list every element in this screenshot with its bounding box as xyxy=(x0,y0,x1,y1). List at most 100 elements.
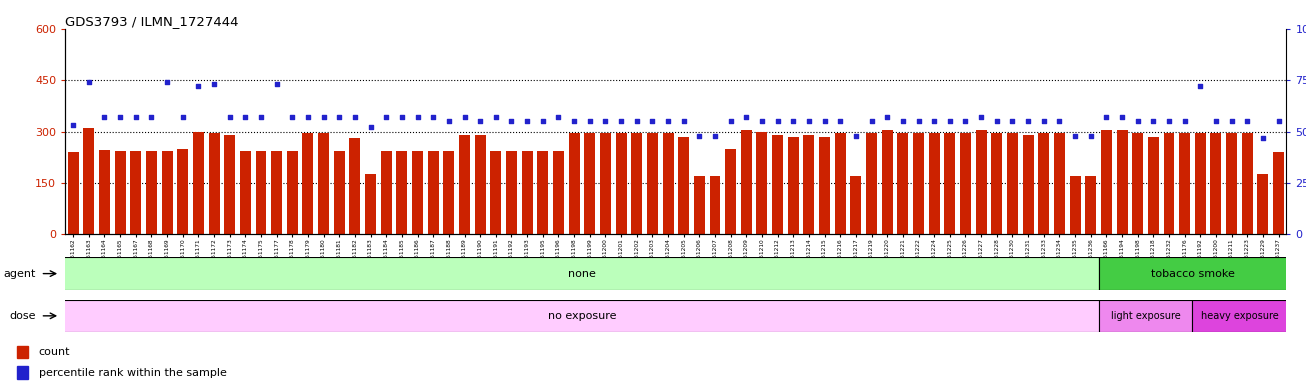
Point xyxy=(829,118,850,124)
Text: count: count xyxy=(39,347,71,357)
Point xyxy=(313,114,334,120)
Bar xyxy=(115,151,125,234)
Point xyxy=(235,114,256,120)
Point xyxy=(251,114,272,120)
Point xyxy=(798,118,819,124)
Point xyxy=(596,118,616,124)
Point xyxy=(1033,118,1054,124)
Text: agent: agent xyxy=(4,268,37,279)
Bar xyxy=(1070,176,1080,234)
Bar xyxy=(146,151,157,234)
Point xyxy=(1002,118,1023,124)
Bar xyxy=(490,151,502,234)
Bar xyxy=(65,257,1098,290)
Point xyxy=(782,118,803,124)
Bar xyxy=(584,133,596,234)
Bar xyxy=(1164,133,1174,234)
Bar xyxy=(646,133,658,234)
Point xyxy=(1096,114,1117,120)
Bar xyxy=(505,151,517,234)
Point xyxy=(172,114,193,120)
Bar xyxy=(552,151,564,234)
Point xyxy=(627,118,648,124)
Bar xyxy=(474,135,486,234)
Bar xyxy=(319,133,329,234)
Point xyxy=(533,118,554,124)
Bar xyxy=(162,151,172,234)
Bar xyxy=(240,151,251,234)
Bar xyxy=(835,133,846,234)
Point xyxy=(517,118,538,124)
Bar xyxy=(397,151,407,234)
Point xyxy=(861,118,882,124)
Bar xyxy=(1132,133,1143,234)
Point xyxy=(219,114,240,120)
Point xyxy=(329,114,350,120)
Bar xyxy=(272,151,282,234)
Bar xyxy=(193,131,204,234)
Bar xyxy=(1023,135,1033,234)
Text: percentile rank within the sample: percentile rank within the sample xyxy=(39,367,226,377)
Text: light exposure: light exposure xyxy=(1110,311,1181,321)
Point xyxy=(955,118,976,124)
Point xyxy=(94,114,115,120)
Bar xyxy=(381,151,392,234)
Bar xyxy=(1098,300,1192,332)
Bar xyxy=(819,137,831,234)
Bar xyxy=(741,130,752,234)
Point xyxy=(486,114,507,120)
Point xyxy=(580,118,601,124)
Bar xyxy=(366,174,376,234)
Bar xyxy=(803,135,815,234)
Bar xyxy=(866,133,878,234)
Bar xyxy=(178,149,188,234)
Point xyxy=(1268,118,1289,124)
Point xyxy=(454,114,475,120)
Bar xyxy=(1101,130,1111,234)
Bar xyxy=(303,133,313,234)
Point xyxy=(298,114,319,120)
Point xyxy=(502,118,522,124)
Text: heavy exposure: heavy exposure xyxy=(1200,311,1279,321)
Bar xyxy=(929,133,939,234)
Bar xyxy=(1211,133,1221,234)
Point xyxy=(751,118,772,124)
Point xyxy=(1143,118,1164,124)
Point xyxy=(266,81,287,87)
Point xyxy=(1237,118,1258,124)
Bar xyxy=(788,137,799,234)
Point xyxy=(986,118,1007,124)
Point xyxy=(157,79,178,85)
Bar xyxy=(1148,137,1158,234)
Bar xyxy=(631,133,643,234)
Point xyxy=(564,118,585,124)
Text: dose: dose xyxy=(9,311,37,321)
Point xyxy=(63,122,84,128)
Bar xyxy=(1242,133,1252,234)
Point xyxy=(876,114,897,120)
Bar xyxy=(521,151,533,234)
Bar xyxy=(662,133,674,234)
Point xyxy=(1111,114,1132,120)
Point xyxy=(125,114,146,120)
Point xyxy=(1221,118,1242,124)
Bar xyxy=(976,130,986,234)
Bar xyxy=(443,151,454,234)
Point xyxy=(282,114,303,120)
Point xyxy=(1127,118,1148,124)
Point xyxy=(611,118,632,124)
Bar xyxy=(17,366,27,379)
Bar xyxy=(413,151,423,234)
Point xyxy=(939,118,960,124)
Point xyxy=(767,118,788,124)
Point xyxy=(376,114,397,120)
Bar xyxy=(1195,133,1205,234)
Point xyxy=(892,118,913,124)
Bar xyxy=(897,133,909,234)
Bar xyxy=(991,133,1002,234)
Point xyxy=(1190,83,1211,89)
Point xyxy=(1064,132,1085,139)
Bar xyxy=(944,133,955,234)
Point xyxy=(970,114,991,120)
Bar xyxy=(568,133,580,234)
